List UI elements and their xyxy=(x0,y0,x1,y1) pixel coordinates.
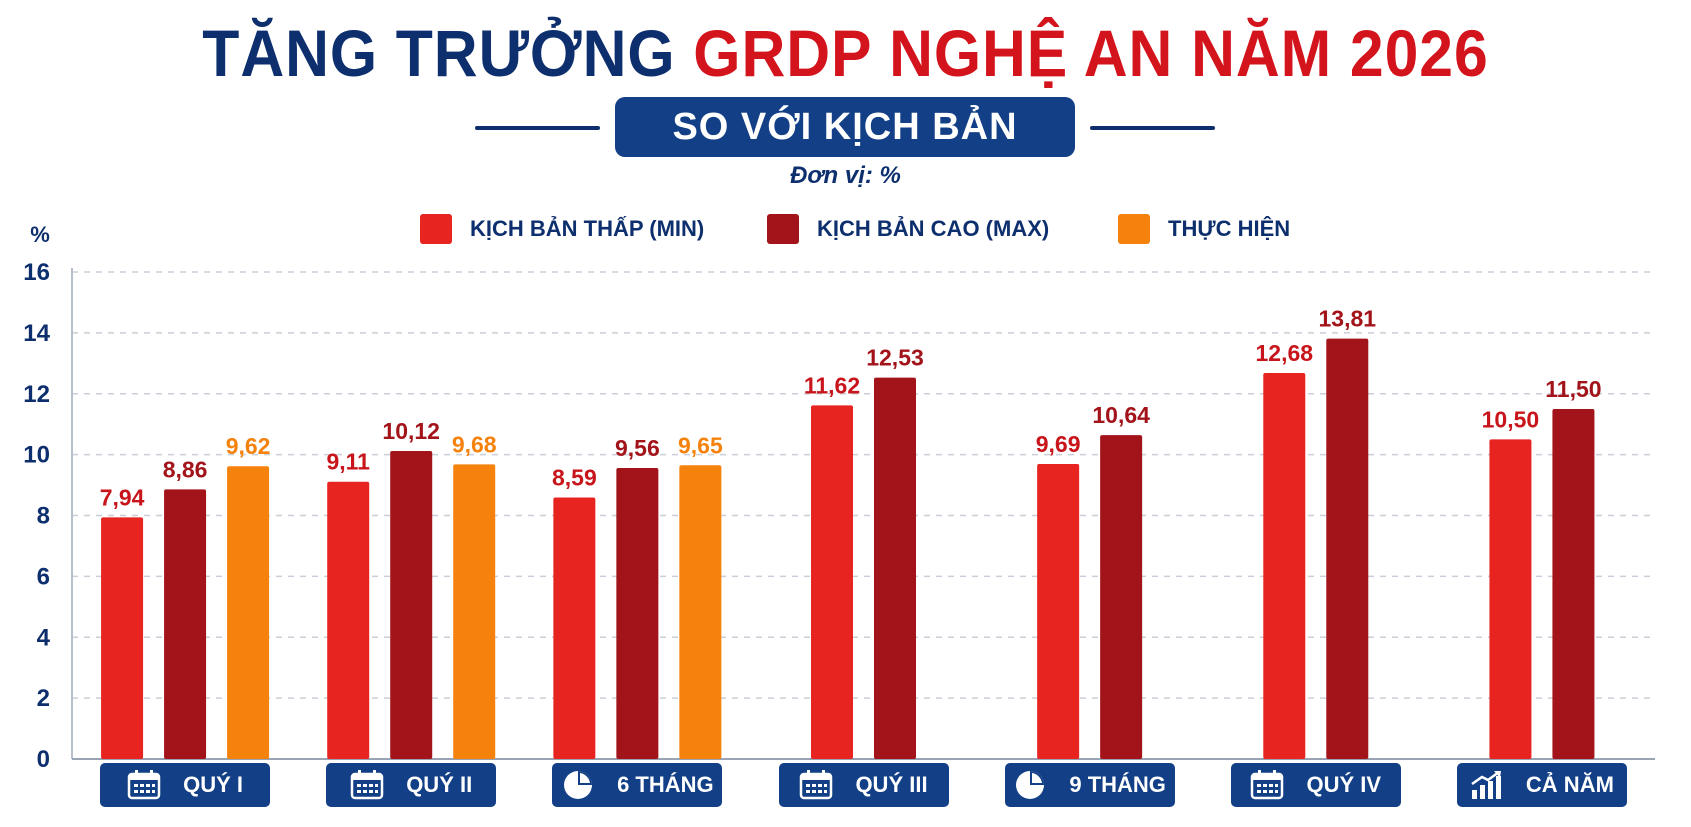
pie-icon xyxy=(1013,770,1047,800)
bar xyxy=(101,517,144,759)
category-label-text: QUÝ I xyxy=(183,772,244,797)
bar xyxy=(1326,338,1369,759)
data-label: 12,53 xyxy=(866,345,924,371)
bar xyxy=(1552,408,1595,759)
bar xyxy=(811,405,853,759)
data-label: 10,64 xyxy=(1092,402,1150,428)
bar xyxy=(553,497,596,759)
calendar-icon xyxy=(350,770,384,800)
data-label: 13,81 xyxy=(1319,306,1377,332)
bar xyxy=(1263,373,1306,759)
title-part-2: GRDP NGHỆ AN NĂM 2026 xyxy=(693,16,1489,90)
y-tick-label: 16 xyxy=(23,259,50,286)
category-label: QUÝ II xyxy=(326,763,497,807)
legend-label-max: KỊCH BẢN CAO (MAX) xyxy=(817,216,1050,241)
bar xyxy=(227,466,270,759)
calendar-icon xyxy=(799,770,833,800)
legend-swatch-max xyxy=(767,214,799,244)
bar xyxy=(390,450,433,759)
data-label: 10,50 xyxy=(1482,406,1540,432)
y-tick-label: 8 xyxy=(37,503,50,530)
growth-icon xyxy=(1470,770,1504,800)
calendar-icon xyxy=(127,770,161,800)
chart-legend: KỊCH BẢN THẤP (MIN) KỊCH BẢN CAO (MAX) T… xyxy=(0,212,1691,246)
y-tick-label: 0 xyxy=(37,746,50,773)
bar xyxy=(453,464,496,759)
legend-item-min: KỊCH BẢN THẤP (MIN) xyxy=(420,212,704,246)
category-label: QUÝ III xyxy=(778,763,949,807)
data-label: 8,59 xyxy=(552,465,597,491)
data-label: 11,62 xyxy=(804,372,860,398)
legend-swatch-actual xyxy=(1118,214,1150,244)
category-label-text: 9 THÁNG xyxy=(1069,772,1166,797)
data-label: 9,62 xyxy=(226,433,271,459)
bar xyxy=(1489,439,1532,759)
data-label: 9,56 xyxy=(615,435,660,461)
bar xyxy=(679,465,722,759)
legend-swatch-min xyxy=(420,214,452,244)
bar xyxy=(1037,464,1080,759)
unit-label: Đơn vị: % xyxy=(790,162,901,189)
bar xyxy=(874,377,916,759)
category-label: 9 THÁNG xyxy=(1004,763,1175,807)
calendar-icon xyxy=(1250,770,1284,800)
data-label: 10,12 xyxy=(382,418,440,444)
legend-label-min: KỊCH BẢN THẤP (MIN) xyxy=(470,216,705,241)
title-part-1: TĂNG TRƯỞNG xyxy=(202,16,676,90)
category-label: QUÝ IV xyxy=(1230,763,1401,807)
page-title: TĂNG TRƯỞNG GRDP NGHỆ AN NĂM 2026 xyxy=(68,8,1624,98)
category-label-text: QUÝ II xyxy=(406,772,473,797)
category-label-text: 6 THÁNG xyxy=(617,772,714,797)
y-tick-label: 10 xyxy=(23,442,50,469)
category-label-text: CẢ NĂM xyxy=(1525,772,1614,797)
data-label: 11,50 xyxy=(1545,376,1601,402)
category-label-text: QUÝ III xyxy=(855,772,928,797)
data-label: 12,68 xyxy=(1256,340,1314,366)
bar xyxy=(327,481,370,759)
pie-icon xyxy=(561,770,595,800)
subtitle-badge: SO VỚI KỊCH BẢN xyxy=(615,97,1075,157)
bar xyxy=(1100,435,1143,759)
data-label: 7,94 xyxy=(100,484,145,510)
y-tick-label: 2 xyxy=(37,685,50,712)
category-label: CẢ NĂM xyxy=(1456,763,1627,807)
y-tick-label: 14 xyxy=(23,320,50,347)
data-label: 9,68 xyxy=(452,431,497,457)
legend-item-max: KỊCH BẢN CAO (MAX) xyxy=(767,212,1049,246)
subtitle-left-line xyxy=(475,126,600,130)
data-label: 9,11 xyxy=(326,449,370,475)
y-tick-label: 6 xyxy=(37,563,50,590)
data-label: 9,69 xyxy=(1036,431,1081,457)
y-axis-label: % xyxy=(30,222,50,247)
bar xyxy=(164,489,207,759)
bar xyxy=(616,468,659,759)
y-tick-label: 4 xyxy=(37,624,51,651)
y-tick-label: 12 xyxy=(23,381,50,408)
legend-label-actual: THỰC HIỆN xyxy=(1168,216,1291,241)
category-label: QUÝ I xyxy=(100,763,271,807)
data-label: 9,65 xyxy=(678,432,723,458)
legend-item-actual: THỰC HIỆN xyxy=(1118,212,1290,246)
category-label: 6 THÁNG xyxy=(552,763,723,807)
category-label-text: QUÝ IV xyxy=(1306,772,1382,797)
data-label: 8,86 xyxy=(163,456,208,482)
subtitle-right-line xyxy=(1090,126,1215,130)
